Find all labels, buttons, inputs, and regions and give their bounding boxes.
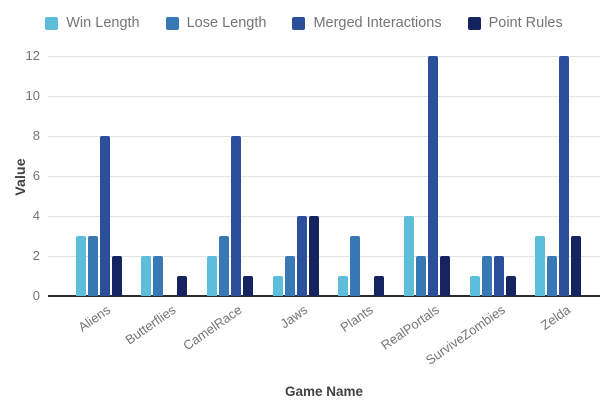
y-tick-label: 12 <box>25 48 40 63</box>
gridline <box>48 95 600 97</box>
bar <box>350 236 361 296</box>
bar <box>218 236 229 296</box>
bar <box>153 256 164 296</box>
legend-swatch-icon <box>292 16 306 30</box>
legend-swatch-icon <box>165 16 179 30</box>
bar <box>481 256 492 296</box>
legend-label: Lose Length <box>186 15 267 31</box>
bar <box>416 256 426 296</box>
x-axis-line <box>48 295 600 297</box>
x-tick-label: Jaws <box>277 302 311 332</box>
legend-item-0: Win Length <box>45 15 140 31</box>
bar <box>87 236 98 296</box>
x-tick-label: CamelRace <box>180 302 245 354</box>
gridline <box>48 215 600 217</box>
bar <box>493 256 504 296</box>
bar <box>296 216 307 296</box>
legend-swatch-icon <box>467 16 481 30</box>
x-axis-title: Game Name <box>284 384 364 399</box>
plot-area <box>48 55 600 297</box>
gridline <box>48 175 600 177</box>
y-tick-label: 4 <box>32 208 40 223</box>
y-tick-label: 8 <box>32 128 40 143</box>
bar <box>440 256 450 296</box>
bar <box>141 256 152 296</box>
gridline <box>48 135 600 137</box>
bar <box>75 236 86 296</box>
gridline <box>48 55 600 57</box>
bar <box>284 256 295 296</box>
x-tick-label: Zelda <box>537 302 574 333</box>
legend-swatch-icon <box>45 16 59 30</box>
legend-label: Merged Interactions <box>313 15 442 31</box>
bar <box>111 256 122 296</box>
legend-label: Point Rules <box>488 15 563 31</box>
gridline <box>48 255 600 257</box>
bar <box>206 256 217 296</box>
bar <box>177 276 188 296</box>
y-tick-label: 10 <box>25 88 40 103</box>
legend-label: Win Length <box>66 15 140 31</box>
bar <box>272 276 283 296</box>
bar <box>404 216 414 296</box>
y-tick-label: 2 <box>32 248 40 263</box>
bar <box>505 276 516 296</box>
legend-item-2: Merged Interactions <box>292 15 442 31</box>
y-tick-label: 6 <box>32 168 40 183</box>
bar <box>308 216 319 296</box>
bar <box>428 56 438 296</box>
bar <box>559 56 570 296</box>
bar <box>99 136 110 296</box>
bar <box>338 276 349 296</box>
bar <box>535 236 546 296</box>
chart-legend: Win Length Lose Length Merged Interactions… <box>0 12 608 34</box>
bar <box>469 276 480 296</box>
bar <box>242 276 253 296</box>
x-tick-label: Plants <box>337 302 376 336</box>
legend-item-3: Point Rules <box>467 15 563 31</box>
bar <box>571 236 582 296</box>
y-tick-label: 0 <box>32 288 40 303</box>
x-tick-label: RealPortals <box>377 302 442 353</box>
x-tick-label: Aliens <box>75 302 114 335</box>
bar <box>374 276 385 296</box>
bar <box>547 256 558 296</box>
legend-item-1: Lose Length <box>165 15 267 31</box>
bar <box>230 136 241 296</box>
x-tick-label: Butterflies <box>122 302 179 348</box>
